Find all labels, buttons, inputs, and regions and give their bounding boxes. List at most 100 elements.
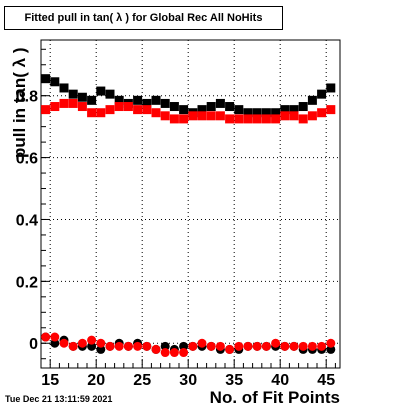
data-point-series-1 — [151, 95, 161, 105]
data-point-series-1 — [96, 86, 106, 96]
data-point-series-2 — [41, 105, 51, 115]
data-point-series-1 — [234, 105, 244, 115]
data-point-series-1 — [280, 105, 290, 115]
x-tick-label: 15 — [41, 372, 59, 389]
data-point-series-1 — [225, 102, 235, 112]
data-point-series-2 — [225, 114, 235, 124]
data-point-series-2 — [123, 102, 133, 112]
data-point-series-2 — [114, 102, 124, 112]
data-point-series-2 — [261, 114, 271, 124]
data-point-series-4 — [179, 348, 189, 358]
data-point-series-4 — [197, 338, 207, 348]
data-point-series-4 — [298, 341, 308, 351]
data-point-series-1 — [59, 83, 69, 93]
data-point-series-1 — [87, 95, 97, 105]
data-point-series-4 — [289, 341, 299, 351]
data-point-series-2 — [160, 111, 170, 121]
data-point-series-1 — [160, 98, 170, 108]
data-point-series-4 — [215, 341, 225, 351]
data-point-series-2 — [50, 102, 60, 112]
data-point-series-1 — [271, 108, 281, 118]
data-point-series-1 — [243, 108, 253, 118]
data-point-series-4 — [225, 344, 235, 354]
data-point-series-2 — [326, 105, 336, 115]
data-point-series-1 — [77, 92, 87, 102]
data-point-series-2 — [298, 114, 308, 124]
data-point-series-3 — [179, 341, 189, 351]
y-axis-label: pull in tan( λ ) — [10, 47, 29, 159]
data-point-series-1 — [197, 105, 207, 115]
data-point-series-2 — [68, 98, 78, 108]
y-tick-label: 0.4 — [16, 212, 38, 229]
data-point-series-1 — [215, 98, 225, 108]
data-point-series-4 — [234, 341, 244, 351]
data-point-series-2 — [307, 111, 317, 121]
data-point-series-4 — [151, 344, 161, 354]
data-point-series-2 — [271, 114, 281, 124]
data-point-series-1 — [169, 102, 179, 112]
data-point-series-3 — [50, 338, 60, 348]
data-point-series-4 — [317, 341, 327, 351]
y-tick-label: 0 — [29, 336, 38, 353]
data-point-series-4 — [50, 332, 60, 342]
data-point-series-4 — [307, 341, 317, 351]
data-point-series-2 — [142, 105, 152, 115]
data-point-series-2 — [197, 111, 207, 121]
data-point-series-4 — [87, 335, 97, 345]
data-point-series-4 — [261, 341, 271, 351]
data-point-series-1 — [252, 108, 262, 118]
data-point-series-4 — [169, 348, 179, 358]
x-tick-label: 20 — [87, 372, 105, 389]
data-point-series-2 — [206, 111, 216, 121]
data-point-series-1 — [261, 108, 271, 118]
data-point-series-2 — [133, 105, 143, 115]
x-tick-label: 40 — [271, 372, 289, 389]
data-point-series-1 — [133, 95, 143, 105]
data-point-series-1 — [50, 77, 60, 87]
data-point-series-4 — [105, 341, 115, 351]
y-tick-label: 0.6 — [16, 151, 38, 168]
data-point-series-4 — [252, 341, 262, 351]
chart-title: Fitted pull in tan( λ ) for Global Rec A… — [4, 6, 283, 30]
y-tick-label: 0.2 — [16, 274, 38, 291]
data-point-series-3 — [326, 344, 336, 354]
data-point-series-1 — [41, 74, 51, 84]
data-point-series-4 — [326, 338, 336, 348]
data-point-series-2 — [280, 111, 290, 121]
data-point-series-2 — [243, 114, 253, 124]
data-point-series-4 — [206, 341, 216, 351]
data-point-series-4 — [271, 338, 281, 348]
data-point-series-4 — [280, 341, 290, 351]
data-point-series-2 — [289, 111, 299, 121]
data-point-series-3 — [96, 344, 106, 354]
data-point-series-4 — [243, 341, 253, 351]
data-point-series-2 — [215, 111, 225, 121]
data-point-series-4 — [77, 338, 87, 348]
data-point-series-4 — [188, 341, 198, 351]
data-point-series-1 — [179, 105, 189, 115]
data-point-series-4 — [41, 332, 51, 342]
x-tick-label: 25 — [133, 372, 151, 389]
data-point-series-3 — [87, 341, 97, 351]
timestamp: Tue Dec 21 13:11:59 2021 — [5, 394, 113, 404]
data-point-series-1 — [289, 105, 299, 115]
data-point-series-2 — [96, 108, 106, 118]
data-point-series-4 — [160, 348, 170, 358]
data-point-series-1 — [307, 95, 317, 105]
data-point-series-4 — [142, 341, 152, 351]
data-point-series-2 — [151, 108, 161, 118]
data-point-series-1 — [114, 95, 124, 105]
x-tick-label: 30 — [179, 372, 197, 389]
data-point-series-2 — [317, 108, 327, 118]
x-tick-label: 45 — [317, 372, 335, 389]
data-point-series-1 — [142, 98, 152, 108]
data-point-series-2 — [179, 114, 189, 124]
data-point-series-3 — [160, 341, 170, 351]
data-point-series-2 — [169, 114, 179, 124]
data-point-series-2 — [252, 114, 262, 124]
data-point-series-4 — [133, 341, 143, 351]
data-point-series-1 — [298, 102, 308, 112]
data-point-series-4 — [123, 341, 133, 351]
data-point-series-1 — [326, 83, 336, 93]
